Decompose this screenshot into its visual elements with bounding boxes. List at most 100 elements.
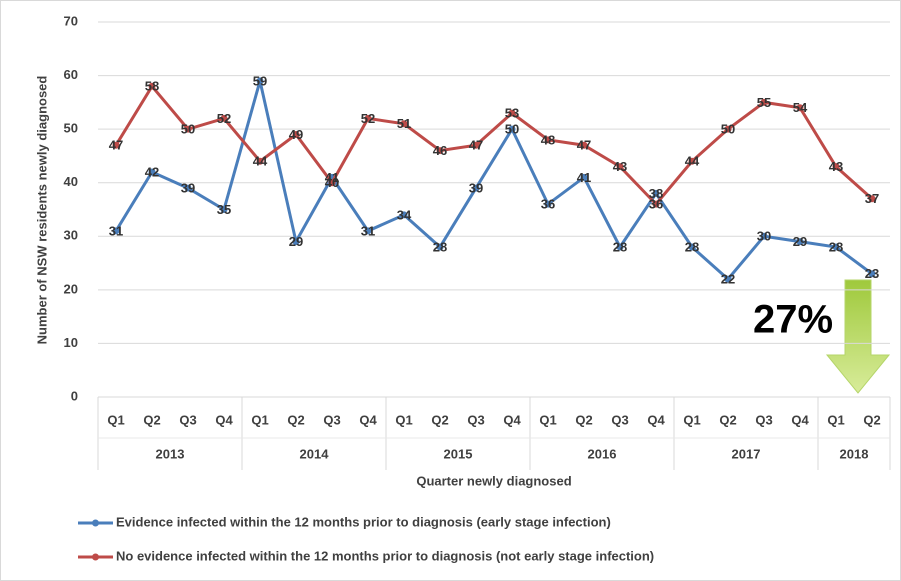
group-label: 2016	[588, 446, 617, 461]
marker	[652, 189, 660, 197]
data-label: 23	[865, 266, 879, 281]
marker	[508, 125, 516, 133]
x-tick-label: Q3	[755, 412, 772, 427]
y-tick-label: 60	[64, 67, 78, 82]
marker	[112, 141, 120, 149]
x-tick-label: Q2	[719, 412, 736, 427]
marker	[436, 243, 444, 251]
marker	[220, 206, 228, 213]
data-label: 55	[757, 95, 771, 110]
marker	[760, 232, 768, 240]
x-tick-label: Q3	[611, 412, 628, 427]
marker	[256, 157, 264, 165]
data-label: 54	[793, 100, 808, 115]
decrease-arrow	[825, 279, 891, 394]
marker	[328, 179, 336, 187]
group-label: 2015	[444, 446, 473, 461]
group-label: 2017	[732, 446, 761, 461]
data-label: 38	[649, 186, 663, 201]
data-label: 50	[505, 122, 519, 137]
x-tick-label: Q1	[251, 412, 268, 427]
marker	[652, 200, 660, 208]
x-tick-label: Q2	[863, 412, 880, 427]
marker	[364, 114, 372, 122]
x-tick-label: Q2	[287, 412, 304, 427]
x-tick-label: Q2	[143, 412, 160, 427]
marker	[544, 200, 552, 208]
y-tick-label: 40	[64, 174, 78, 189]
x-tick-label: Q4	[359, 412, 377, 427]
marker	[184, 125, 192, 133]
x-tick-label: Q4	[791, 412, 809, 427]
data-label: 44	[253, 154, 268, 169]
x-axis-label: Quarter newly diagnosed	[416, 473, 571, 488]
data-label: 34	[397, 207, 412, 222]
data-label: 48	[541, 132, 555, 147]
marker	[688, 157, 696, 165]
data-label: 47	[109, 138, 123, 153]
y-tick-label: 50	[64, 121, 78, 136]
x-tick-label: Q2	[431, 412, 448, 427]
data-label: 43	[613, 159, 627, 174]
data-label: 58	[145, 79, 159, 94]
x-tick-label: Q4	[215, 412, 233, 427]
data-label: 52	[361, 111, 375, 126]
series-line	[114, 80, 873, 282]
y-tick-label: 0	[71, 388, 78, 403]
marker	[184, 184, 192, 192]
x-tick-label: Q1	[539, 412, 556, 427]
data-label: 53	[505, 106, 519, 121]
annotation: 27%	[753, 298, 833, 342]
marker	[724, 125, 732, 133]
marker	[400, 211, 408, 219]
marker	[832, 243, 840, 251]
data-label: 50	[721, 122, 735, 137]
data-label: 49	[289, 127, 303, 142]
x-tick-label: Q1	[683, 412, 700, 427]
marker	[436, 147, 444, 155]
data-label: 36	[541, 197, 555, 212]
marker	[868, 270, 876, 278]
legend-label: No evidence infected within the 12 month…	[116, 548, 654, 563]
legend-label: Evidence infected within the 12 months p…	[116, 514, 611, 529]
x-tick-label: Q3	[467, 412, 484, 427]
data-label: 47	[469, 138, 483, 153]
marker	[472, 184, 480, 192]
data-label: 29	[289, 234, 303, 249]
data-label: 31	[109, 223, 123, 238]
series-line	[114, 83, 873, 207]
data-label: 51	[397, 116, 411, 131]
marker	[580, 141, 588, 149]
marker	[112, 227, 120, 235]
data-label: 47	[577, 138, 591, 153]
x-tick-label: Q2	[575, 412, 592, 427]
data-label: 31	[361, 223, 375, 238]
marker	[508, 109, 516, 117]
marker	[148, 168, 156, 176]
data-label: 59	[253, 73, 267, 88]
group-label: 2018	[840, 446, 869, 461]
data-label: 39	[181, 181, 195, 196]
marker	[400, 120, 408, 128]
marker	[364, 227, 372, 235]
data-label: 42	[145, 164, 159, 179]
marker	[148, 82, 156, 90]
x-tick-label: Q1	[107, 412, 124, 427]
data-label: 50	[181, 122, 195, 137]
data-label: 28	[685, 239, 699, 254]
data-label: 39	[469, 181, 483, 196]
data-label: 52	[217, 111, 231, 126]
marker	[616, 163, 624, 171]
x-tick-label: Q3	[179, 412, 196, 427]
data-label: 44	[685, 154, 700, 169]
x-tick-label: Q3	[323, 412, 340, 427]
marker	[256, 77, 264, 85]
marker	[616, 243, 624, 251]
marker	[868, 195, 876, 203]
marker	[688, 243, 696, 251]
group-label: 2014	[300, 446, 330, 461]
group-label: 2013	[156, 446, 185, 461]
marker	[292, 238, 300, 246]
